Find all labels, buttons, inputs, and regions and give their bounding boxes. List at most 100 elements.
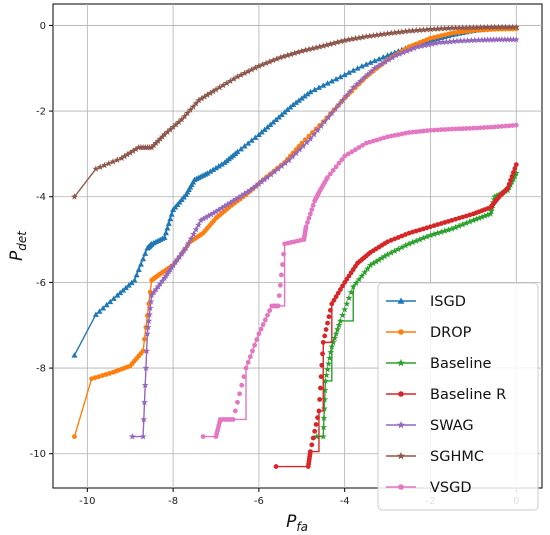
series-marker (255, 180, 263, 187)
series-marker (340, 283, 345, 289)
series-marker (427, 25, 434, 33)
series-marker (323, 327, 329, 332)
series-marker (152, 285, 160, 293)
series-marker (142, 336, 147, 342)
series-marker (503, 123, 508, 129)
series-marker (478, 36, 486, 43)
series-marker (243, 365, 249, 371)
series-marker (347, 288, 355, 296)
series-marker (197, 216, 205, 224)
series-marker (295, 97, 302, 103)
series-marker (317, 385, 323, 391)
series-marker (421, 41, 429, 49)
series-marker (488, 124, 494, 130)
series-marker (439, 38, 447, 46)
series-marker (141, 381, 149, 389)
series-marker (219, 81, 227, 89)
series-marker (178, 250, 186, 257)
series-marker (405, 240, 413, 247)
series-marker (324, 113, 332, 121)
series-marker (346, 88, 354, 95)
series-marker (143, 347, 151, 354)
series-marker (123, 151, 131, 158)
series-marker (167, 215, 174, 222)
series-marker (506, 123, 512, 129)
series-marker (230, 75, 238, 82)
series-marker (402, 27, 409, 35)
series-marker (294, 48, 302, 56)
series-marker (173, 255, 181, 263)
series-marker (378, 60, 386, 67)
series-marker (513, 122, 519, 128)
legend-item-baseline-r: Baseline R (386, 387, 506, 403)
series-marker (269, 56, 277, 64)
y-tick-label: -10 (30, 449, 46, 460)
series-marker (234, 73, 241, 80)
series-marker (307, 88, 314, 95)
series-marker (165, 220, 172, 226)
series-marker (369, 259, 377, 267)
series-marker (143, 330, 151, 337)
y-tick-label: -6 (36, 278, 46, 289)
series-marker (309, 44, 316, 52)
series-marker (492, 36, 500, 43)
series-marker (248, 66, 256, 73)
series-marker (100, 305, 107, 311)
series-marker (469, 23, 477, 31)
series-marker (146, 310, 153, 318)
series-marker (256, 331, 262, 337)
series-marker (358, 272, 366, 279)
series-marker (166, 126, 174, 133)
series-marker (103, 301, 110, 308)
series-marker (145, 317, 153, 324)
series-marker (412, 26, 420, 34)
series-marker (452, 223, 459, 231)
series-marker (307, 211, 313, 217)
series-marker (141, 398, 148, 406)
series-marker (509, 23, 517, 31)
series-marker (277, 282, 283, 288)
series-marker (392, 51, 400, 59)
series-marker (323, 41, 331, 48)
series-marker (289, 153, 296, 160)
series-marker (419, 26, 427, 33)
series-marker (265, 312, 270, 318)
series-marker (512, 166, 518, 171)
series-marker (339, 96, 346, 104)
series-marker (442, 38, 450, 45)
series-marker (325, 360, 333, 367)
series-marker (506, 181, 512, 187)
series-marker (131, 277, 138, 283)
legend-marker (398, 391, 404, 397)
series-marker (258, 178, 266, 185)
series-marker (128, 433, 136, 440)
series-marker (168, 211, 175, 217)
series-marker (384, 250, 391, 258)
series-marker (493, 192, 501, 199)
series-marker (280, 52, 288, 60)
series-marker (487, 210, 494, 217)
series-marker (215, 206, 223, 213)
series-marker (140, 255, 147, 262)
series-marker (161, 131, 168, 138)
series-marker (172, 121, 180, 128)
series-marker (129, 147, 137, 154)
series-marker (501, 35, 509, 43)
series-marker (441, 227, 449, 234)
series-marker (449, 126, 455, 132)
series-marker (221, 202, 228, 210)
series-marker (350, 67, 357, 73)
series-marker (333, 75, 340, 82)
series-marker (96, 163, 104, 171)
legend-marker (398, 329, 404, 335)
series-marker (403, 130, 408, 136)
series-marker (314, 126, 321, 134)
series-marker (335, 321, 343, 329)
series-marker (434, 25, 442, 32)
series-marker (260, 322, 266, 327)
series-marker (237, 71, 245, 78)
series-marker (407, 46, 414, 53)
series-marker (410, 44, 418, 52)
series-marker (158, 133, 166, 140)
series-marker (427, 231, 434, 239)
